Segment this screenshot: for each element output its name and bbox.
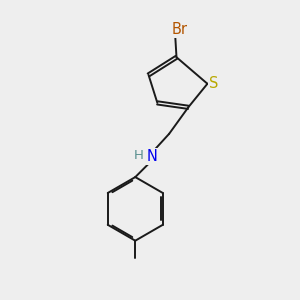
Text: N: N	[147, 149, 158, 164]
Text: S: S	[209, 76, 219, 91]
Text: Br: Br	[171, 22, 188, 37]
Text: H: H	[133, 148, 143, 161]
